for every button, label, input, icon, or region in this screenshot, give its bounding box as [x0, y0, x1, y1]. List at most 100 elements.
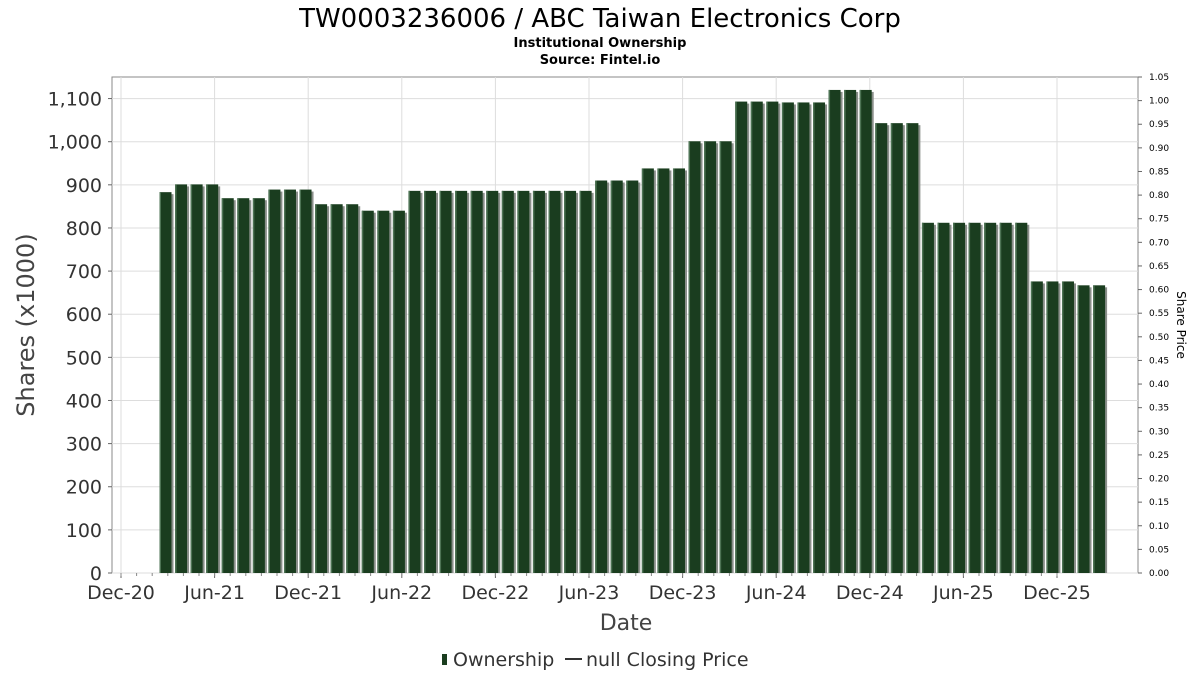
bar-highlight	[190, 184, 193, 573]
bar-highlight	[532, 190, 535, 573]
x-axis-label: Date	[600, 611, 653, 636]
bar	[641, 168, 654, 573]
bar	[750, 101, 763, 573]
y-tick-label: 500	[66, 347, 102, 369]
x-tick-label: Jun-24	[745, 582, 807, 604]
y-axis-label: Shares (x1000)	[12, 233, 40, 416]
y2-tick-label: 1.00	[1149, 97, 1169, 107]
bar-highlight	[221, 198, 224, 573]
bar-highlight	[346, 204, 348, 573]
y2-tick-label: 0.95	[1149, 120, 1169, 130]
bar	[283, 189, 296, 573]
bar	[610, 180, 623, 573]
bar-highlight	[1015, 222, 1017, 573]
bar	[595, 180, 608, 573]
bar	[252, 198, 265, 573]
bar	[392, 210, 405, 573]
bar-highlight	[392, 210, 395, 573]
bar	[875, 123, 888, 573]
bar-highlight	[408, 190, 410, 573]
bar-highlight	[610, 180, 613, 573]
bar-highlight	[781, 102, 784, 573]
bar	[1061, 281, 1074, 573]
y-tick-label: 900	[66, 175, 102, 197]
bar-highlight	[252, 198, 255, 573]
bar-highlight	[470, 190, 473, 573]
bar	[175, 184, 188, 573]
chart-title: TW0003236006 / ABC Taiwan Electronics Co…	[298, 4, 901, 34]
y-tick-label: 700	[66, 261, 102, 283]
bar	[206, 184, 219, 573]
bar-highlight	[641, 168, 644, 573]
bar	[921, 222, 934, 573]
bar-series-ownership	[159, 89, 1108, 573]
y2-tick-label: 0.60	[1149, 286, 1169, 296]
y2-tick-label: 0.00	[1149, 569, 1169, 579]
bar-highlight	[1061, 281, 1064, 573]
bar-highlight	[844, 89, 846, 573]
x-tick-label: Jun-21	[183, 582, 245, 604]
legend-price-label: null Closing Price	[586, 649, 749, 671]
y2-tick-label: 0.55	[1149, 309, 1169, 319]
bar-highlight	[595, 180, 597, 573]
chart-subtitle-source: Source: Fintel.io	[540, 53, 661, 68]
bar-highlight	[688, 141, 691, 573]
legend-ownership-swatch	[442, 654, 447, 665]
y-tick-label: 600	[66, 304, 102, 326]
bar-highlight	[159, 192, 161, 573]
y2-tick-label: 0.10	[1149, 522, 1169, 532]
bar	[813, 102, 826, 573]
bar-highlight	[1046, 281, 1048, 573]
bar	[159, 192, 172, 573]
bar-highlight	[999, 222, 1002, 573]
x-tick-label: Jun-25	[932, 582, 994, 604]
bar-highlight	[175, 184, 177, 573]
bar	[688, 141, 701, 573]
bar	[408, 190, 421, 573]
bar	[657, 168, 670, 573]
bar	[1030, 281, 1043, 573]
bar	[859, 89, 872, 573]
bar	[937, 222, 950, 573]
bar-highlight	[813, 102, 815, 573]
bar-highlight	[1093, 285, 1095, 573]
bar	[999, 222, 1012, 573]
y2-tick-label: 0.65	[1149, 262, 1169, 272]
bar-highlight	[1030, 281, 1033, 573]
y-tick-label: 800	[66, 218, 102, 240]
y2-tick-label: 0.30	[1149, 427, 1169, 437]
bar-highlight	[377, 210, 379, 573]
bar-highlight	[906, 123, 908, 573]
legend: Ownership null Closing Price	[442, 649, 749, 671]
y2-tick-label: 0.75	[1149, 215, 1169, 225]
bar-highlight	[439, 190, 442, 573]
y-tick-label: 0	[90, 563, 102, 585]
bar-highlight	[953, 222, 955, 573]
y2-tick-label: 0.50	[1149, 333, 1169, 343]
x-tick-label: Dec-21	[274, 582, 342, 604]
bar	[968, 222, 981, 573]
bar	[672, 168, 685, 573]
left-y-axis: 0 100 200 300 400 500 600 700 800 900 1,000 1,100	[48, 89, 112, 585]
y-tick-label: 1,100	[48, 89, 102, 111]
x-tick-label: Dec-23	[649, 582, 717, 604]
y-tick-label: 400	[66, 390, 102, 412]
bar	[797, 102, 810, 573]
bar-highlight	[330, 204, 333, 573]
x-tick-label: Jun-22	[370, 582, 432, 604]
x-tick-label: Dec-24	[836, 582, 904, 604]
bar	[1046, 281, 1059, 573]
bar-highlight	[206, 184, 208, 573]
bar	[330, 204, 343, 573]
bar	[626, 180, 639, 573]
bar-highlight	[579, 190, 582, 573]
bar-highlight	[657, 168, 659, 573]
y2-axis-label: Share Price	[1174, 291, 1188, 359]
y-tick-label: 100	[66, 520, 102, 542]
bar-highlight	[486, 190, 488, 573]
bar-highlight	[315, 204, 317, 573]
bar	[579, 190, 592, 573]
y2-tick-label: 0.20	[1149, 475, 1169, 485]
y2-tick-label: 0.15	[1149, 498, 1169, 508]
bar	[346, 204, 359, 573]
